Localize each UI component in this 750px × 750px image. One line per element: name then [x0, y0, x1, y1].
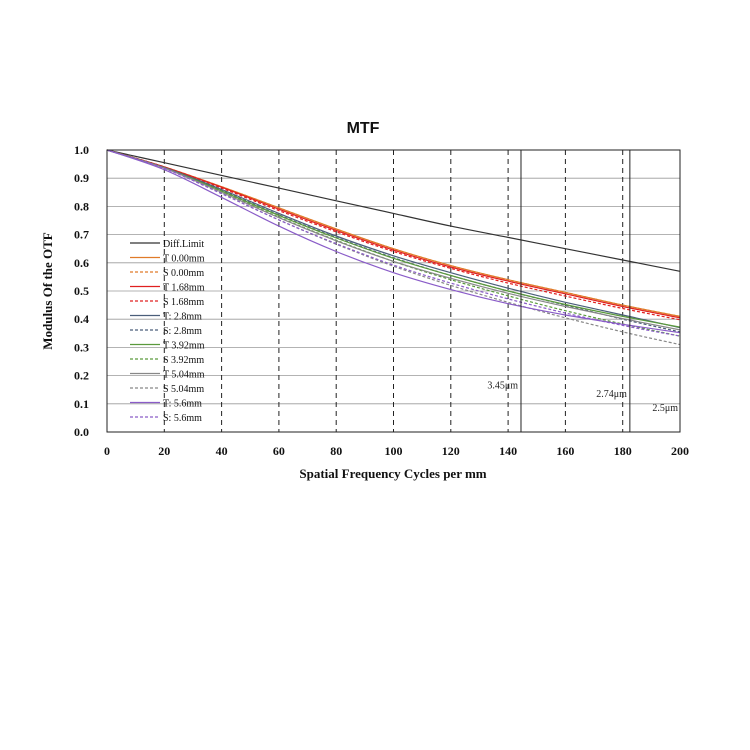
- y-tick-label: 1.0: [74, 143, 89, 157]
- grid: [107, 150, 680, 432]
- legend-label-6: S: 2.8mm: [163, 326, 202, 337]
- series-layer: [106, 149, 681, 346]
- legend: Diff.Limit T 0.00mm S 0.00mm T 1.68mm S 1.68…: [130, 239, 205, 424]
- x-tick-label: 140: [499, 444, 517, 458]
- legend-label-5: T: 2.8mm: [163, 312, 202, 323]
- legend-label-12: S: 5.6mm: [163, 413, 202, 424]
- reference-label-1: 2.74μm: [596, 389, 627, 400]
- legend-label-8: S 3.92mm: [163, 355, 204, 366]
- x-tick-label: 120: [442, 444, 460, 458]
- x-tick-label: 160: [556, 444, 574, 458]
- y-tick-label: 0.1: [74, 397, 89, 411]
- legend-label-7: T 3.92mm: [163, 341, 205, 352]
- series-line-0: [106, 149, 681, 272]
- y-tick-label: 0.0: [74, 425, 89, 439]
- x-tick-label: 0: [104, 444, 110, 458]
- reference-label-0: 3.45μm: [487, 380, 518, 391]
- series-line-5: [106, 149, 681, 329]
- legend-label-3: T 1.68mm: [163, 283, 205, 294]
- y-tick-label: 0.6: [74, 256, 89, 270]
- x-tick-label: 200: [671, 444, 689, 458]
- legend-label-11: T: 5.6mm: [163, 399, 202, 410]
- y-tick-label: 0.4: [74, 312, 89, 326]
- series-line-4: [106, 149, 681, 321]
- x-tick-label: 180: [614, 444, 632, 458]
- x-tick-label: 20: [158, 444, 170, 458]
- y-axis-ticks: 0.0 0.1 0.2 0.3 0.4 0.5 0.6 0.7 0.8 0.9 1.0: [74, 143, 89, 439]
- x-axis-label: Spatial Frequency Cycles per mm: [299, 466, 486, 481]
- y-tick-label: 0.7: [74, 228, 89, 242]
- legend-label-0: Diff.Limit: [163, 239, 204, 250]
- series-line-10: [106, 149, 681, 346]
- y-tick-label: 0.8: [74, 199, 89, 213]
- legend-label-2: S 0.00mm: [163, 268, 204, 279]
- x-tick-label: 60: [273, 444, 285, 458]
- series-line-9: [106, 149, 681, 331]
- x-tick-label: 40: [216, 444, 228, 458]
- y-tick-label: 0.3: [74, 340, 89, 354]
- y-tick-label: 0.5: [74, 284, 89, 298]
- plot-area-border: [106, 149, 681, 433]
- reference-label-2: 2.5μm: [652, 403, 678, 414]
- legend-label-10: S 5.04mm: [163, 384, 204, 395]
- legend-label-1: T 0.00mm: [163, 254, 205, 265]
- legend-label-4: S 1.68mm: [163, 297, 204, 308]
- legend-label-9: T 5.04mm: [163, 370, 205, 381]
- y-tick-label: 0.2: [74, 369, 89, 383]
- y-tick-label: 0.9: [74, 171, 89, 185]
- y-axis-label: Modulus Of the OTF: [40, 232, 55, 349]
- x-tick-label: 80: [330, 444, 342, 458]
- x-tick-label: 100: [385, 444, 403, 458]
- reference-lines: 3.45μm 2.74μm 2.5μm: [487, 150, 678, 432]
- series-line-11: [106, 149, 681, 334]
- chart-title: MTF: [347, 120, 380, 137]
- series-line-7: [106, 149, 681, 328]
- x-axis-ticks: 0 20 40 60 80 100 120 140 160 180 200: [104, 444, 689, 458]
